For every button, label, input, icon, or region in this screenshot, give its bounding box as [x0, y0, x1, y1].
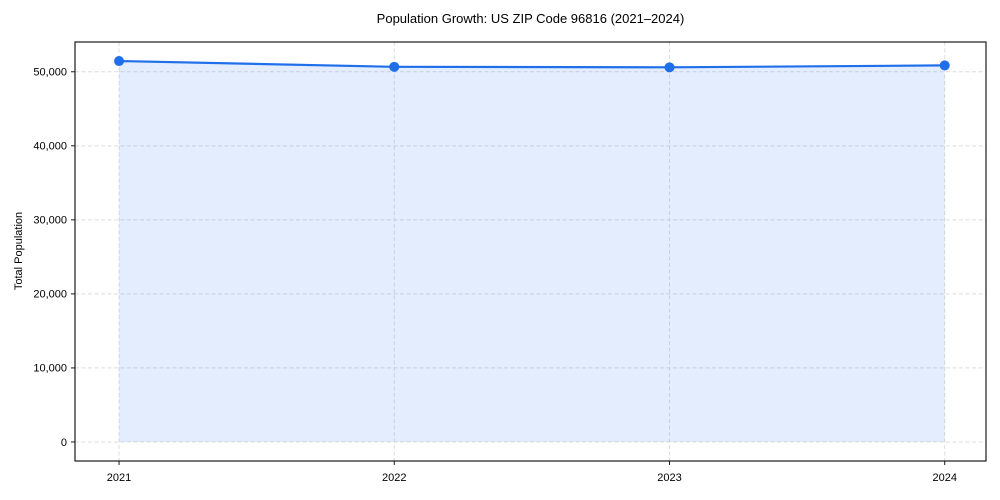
data-point [939, 60, 950, 71]
data-point [114, 56, 125, 67]
area-fill [119, 61, 945, 442]
y-tick-label: 40,000 [33, 141, 67, 153]
chart-title: Population Growth: US ZIP Code 96816 (20… [376, 11, 685, 26]
plot-border [74, 41, 987, 462]
data-point [664, 62, 675, 73]
data-line [117, 59, 946, 69]
x-tick-label: 2023 [657, 472, 681, 484]
x-tick-label: 2022 [382, 472, 406, 484]
y-tick-label: 50,000 [33, 67, 67, 79]
x-tick-label: 2021 [107, 472, 131, 484]
x-tick-label: 2024 [932, 472, 956, 484]
y-tick-label: 10,000 [33, 363, 67, 375]
y-tick-label: 20,000 [33, 289, 67, 301]
y-tick-label: 30,000 [33, 215, 67, 227]
data-point [389, 61, 400, 72]
y-tick-label: 0 [61, 437, 67, 449]
